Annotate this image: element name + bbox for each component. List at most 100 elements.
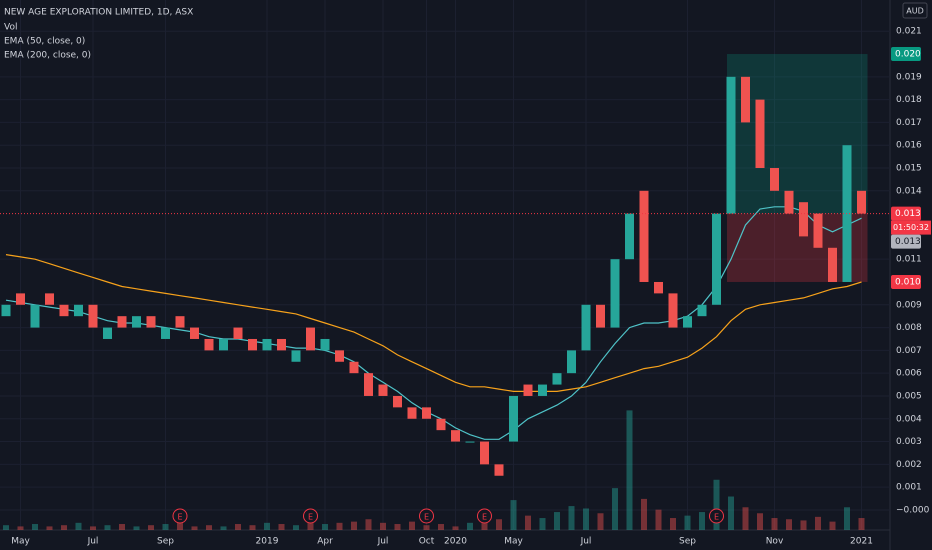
candle — [538, 384, 547, 396]
volume-bar — [583, 508, 589, 530]
x-tick-label: Jul — [580, 537, 592, 547]
volume-bar — [365, 519, 372, 530]
candle — [610, 259, 620, 328]
candle — [436, 418, 446, 431]
legend-item[interactable]: EMA (200, close, 0) — [4, 51, 91, 61]
currency[interactable]: AUD — [906, 7, 924, 16]
volume-bar — [394, 524, 401, 530]
volume-bar — [264, 522, 270, 530]
price-badge — [891, 274, 921, 289]
candle — [117, 316, 127, 328]
candle — [712, 213, 721, 305]
volume-bar — [815, 516, 821, 530]
legend-item[interactable]: Vol — [4, 23, 17, 33]
currency-box[interactable] — [902, 2, 928, 19]
volume-bar — [626, 410, 633, 530]
candle — [88, 304, 98, 328]
volume-bar — [699, 512, 705, 530]
volume-bar — [148, 525, 154, 530]
candle — [784, 190, 794, 214]
candle — [306, 327, 315, 351]
chart-title[interactable]: NEW AGE EXPLORATION LIMITED, 1D, ASX — [4, 8, 193, 18]
candle — [407, 407, 417, 419]
candle — [494, 464, 504, 476]
countdown-badge — [891, 220, 931, 235]
volume-bar — [75, 522, 82, 530]
candle — [233, 327, 243, 339]
candle — [741, 76, 750, 123]
volume-bar — [858, 518, 865, 530]
volume-bar — [655, 509, 662, 530]
volume-bar — [525, 515, 531, 530]
y-tick-label: 0.016 — [896, 141, 922, 151]
x-tick-label: May — [504, 537, 523, 547]
volume-bar — [409, 521, 415, 530]
volume-bar — [771, 518, 778, 530]
candle — [291, 350, 301, 362]
earnings-label[interactable]: E — [424, 513, 429, 522]
candle — [552, 373, 562, 385]
grid — [0, 0, 890, 530]
candle — [625, 213, 634, 260]
candle — [219, 338, 228, 351]
y-tick-label: 0.003 — [896, 437, 922, 447]
countdown: 01:50:32 — [893, 223, 929, 232]
y-tick-label: 0.004 — [896, 414, 922, 424]
candle — [755, 99, 765, 169]
earnings-marker — [419, 508, 434, 524]
y-tick-label: 0.008 — [896, 323, 922, 333]
volume-bar — [46, 526, 53, 530]
candle — [567, 350, 576, 374]
earnings-label[interactable]: E — [308, 513, 313, 522]
x-tick-label: Nov — [766, 537, 784, 547]
earnings-marker — [709, 508, 724, 524]
volume-bar — [177, 522, 183, 530]
volume-bar — [3, 525, 9, 530]
price-badge-label: 0.013 — [895, 209, 921, 219]
candle — [204, 338, 214, 351]
earnings-label[interactable]: E — [482, 513, 487, 522]
candle — [248, 338, 257, 351]
price-badge-label: 0.010 — [895, 277, 921, 287]
volume-bar — [61, 525, 67, 530]
y-tick-label: 0.005 — [896, 391, 922, 401]
y-tick-label: 0.002 — [896, 460, 922, 470]
candle — [639, 190, 649, 282]
candle — [30, 304, 40, 328]
volume-bar — [206, 525, 212, 530]
volume-bar — [713, 479, 720, 530]
volume-bar — [452, 526, 459, 530]
volume-bar — [684, 515, 691, 530]
volume-bar — [351, 521, 357, 530]
candle — [523, 384, 533, 396]
volume-bar — [307, 520, 314, 530]
volume-bar — [829, 521, 836, 530]
volume-bar — [90, 526, 96, 530]
volume-bar — [249, 525, 256, 530]
volume-bar — [641, 498, 647, 530]
earnings-label[interactable]: E — [177, 513, 182, 522]
volume-bar — [670, 518, 676, 530]
candle — [190, 327, 199, 339]
volume-bar — [597, 513, 604, 530]
volume-bar — [133, 526, 140, 530]
y-tick-label: 0.015 — [896, 164, 922, 174]
candle — [828, 247, 837, 282]
legend-item[interactable]: EMA (50, close, 0) — [4, 37, 85, 47]
volume-bar — [757, 513, 763, 530]
volume-bar — [380, 522, 386, 530]
ema-badge — [891, 234, 921, 249]
earnings-marker — [303, 508, 318, 524]
volume-bar — [612, 488, 618, 530]
candle — [697, 304, 707, 317]
volume-bar — [844, 507, 850, 530]
x-tick-label: 2020 — [444, 537, 467, 547]
volume-bar — [336, 522, 343, 530]
candle — [349, 361, 359, 374]
candle — [654, 281, 663, 294]
earnings-label[interactable]: E — [714, 513, 719, 522]
volume-bar — [510, 500, 517, 530]
y-tick-label: 0.021 — [896, 27, 922, 37]
candle — [581, 304, 591, 351]
candle — [857, 190, 866, 214]
